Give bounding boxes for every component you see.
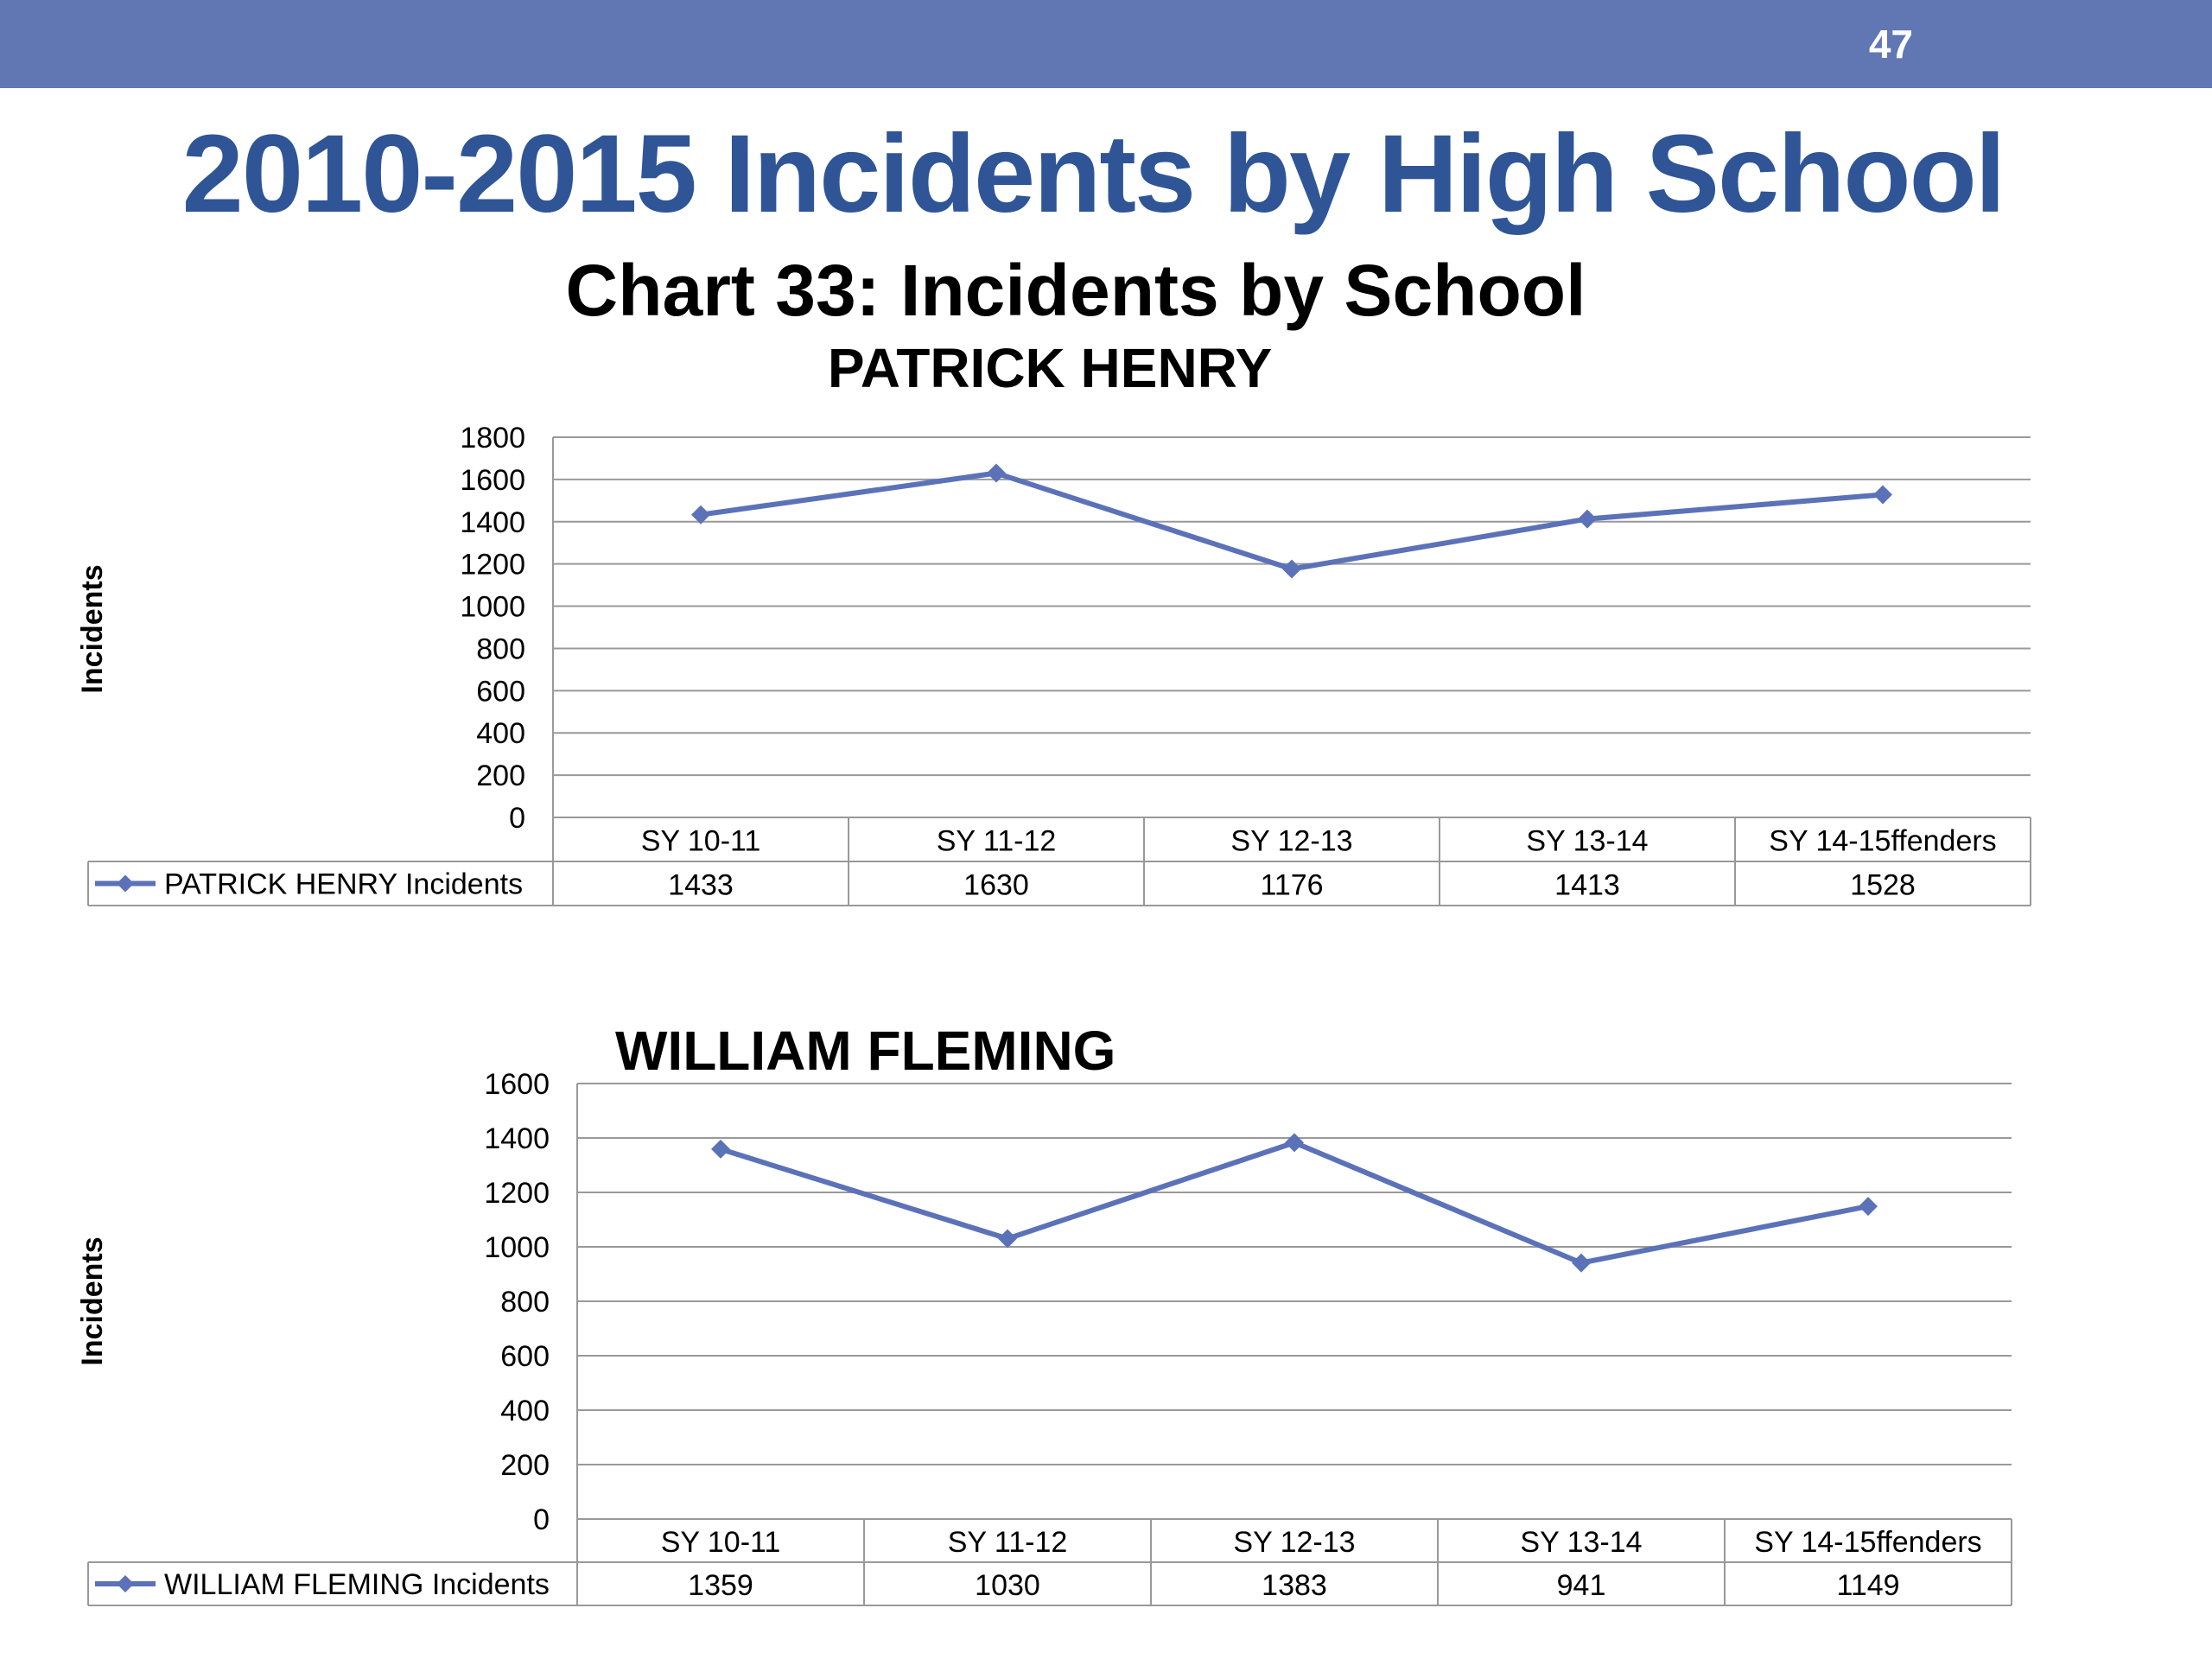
- x-tick-label: SY 11-12: [948, 1526, 1068, 1559]
- chart-heading: Chart 33: Incidents by School: [565, 250, 1586, 331]
- y-tick-label: 1000: [484, 1231, 550, 1264]
- x-tick-label: SY 10-11: [661, 1526, 781, 1559]
- data-point: [1282, 559, 1301, 579]
- y-axis-label: Incidents: [76, 1236, 109, 1365]
- data-value-label: 1359: [688, 1569, 753, 1602]
- y-tick-label: 200: [500, 1449, 550, 1482]
- y-tick-label: 800: [500, 1286, 550, 1319]
- x-tick-label: SY 10-11: [641, 825, 761, 858]
- y-tick-label: 1000: [460, 591, 525, 624]
- data-value-label: 1528: [1850, 869, 1916, 902]
- y-tick-label: 600: [476, 675, 525, 708]
- data-value-label: 1630: [963, 869, 1029, 902]
- y-tick-label: 1800: [460, 422, 525, 454]
- data-value-label: 1176: [1260, 869, 1323, 902]
- y-axis-label: Incidents: [76, 564, 109, 693]
- x-tick-label: SY 11-12: [937, 825, 1057, 858]
- x-tick-label: SY 13-14: [1520, 1526, 1642, 1559]
- y-tick-label: 800: [476, 632, 525, 665]
- y-tick-label: 1400: [460, 506, 525, 539]
- legend-marker-icon: [117, 874, 134, 893]
- data-value-label: 1383: [1262, 1569, 1327, 1602]
- data-point: [711, 1139, 730, 1159]
- data-value-label: 1030: [975, 1569, 1040, 1602]
- x-tick-label: SY 13-14: [1526, 825, 1648, 858]
- data-point: [691, 505, 710, 524]
- page-number: 47: [1868, 22, 1913, 67]
- data-point: [998, 1229, 1017, 1249]
- chart-1: PATRICK HENRY Incidents 0 200 400 600 800 1000 1…: [76, 337, 2031, 906]
- x-tick-label: SY 14-15ffenders: [1754, 1526, 1981, 1559]
- data-value-label: 1149: [1836, 1569, 1899, 1602]
- header-bar: 47: [0, 0, 2212, 88]
- y-tick-label: 400: [476, 717, 525, 750]
- data-point: [987, 463, 1006, 483]
- data-point: [1873, 485, 1892, 505]
- legend-label: PATRICK HENRY Incidents: [164, 868, 523, 901]
- chart-title: WILLIAM FLEMING: [615, 1020, 1116, 1082]
- y-tick-label: 0: [533, 1503, 550, 1536]
- data-value-label: 941: [1557, 1569, 1606, 1602]
- data-value-label: 1413: [1554, 869, 1620, 902]
- y-tick-label: 0: [509, 802, 525, 835]
- y-tick-label: 1400: [484, 1122, 550, 1155]
- y-tick-label: 1600: [460, 464, 525, 497]
- chart-title: PATRICK HENRY: [828, 337, 1272, 399]
- data-point: [1285, 1133, 1304, 1153]
- legend-label: WILLIAM FLEMING Incidents: [164, 1568, 550, 1601]
- x-tick-label: SY 12-13: [1230, 825, 1352, 858]
- y-tick-label: 200: [476, 760, 525, 792]
- x-tick-label: SY 14-15ffenders: [1769, 825, 1996, 858]
- series-line: [720, 1140, 1869, 1266]
- data-point: [1859, 1197, 1878, 1217]
- y-tick-label: 1200: [484, 1177, 550, 1210]
- data-value-label: 1433: [668, 869, 734, 902]
- data-point: [1578, 509, 1597, 529]
- data-point: [1572, 1253, 1591, 1273]
- slide-title: 2010-2015 Incidents by High School: [181, 112, 2006, 236]
- y-tick-label: 1200: [460, 549, 525, 582]
- y-tick-label: 400: [500, 1395, 550, 1427]
- y-tick-label: 600: [500, 1340, 550, 1373]
- y-tick-label: 1600: [484, 1068, 550, 1101]
- x-tick-label: SY 12-13: [1233, 1526, 1355, 1559]
- chart-2: WILLIAM FLEMING Incidents 0 200 400 600 800 100…: [76, 1020, 2012, 1606]
- legend-marker-icon: [117, 1575, 134, 1592]
